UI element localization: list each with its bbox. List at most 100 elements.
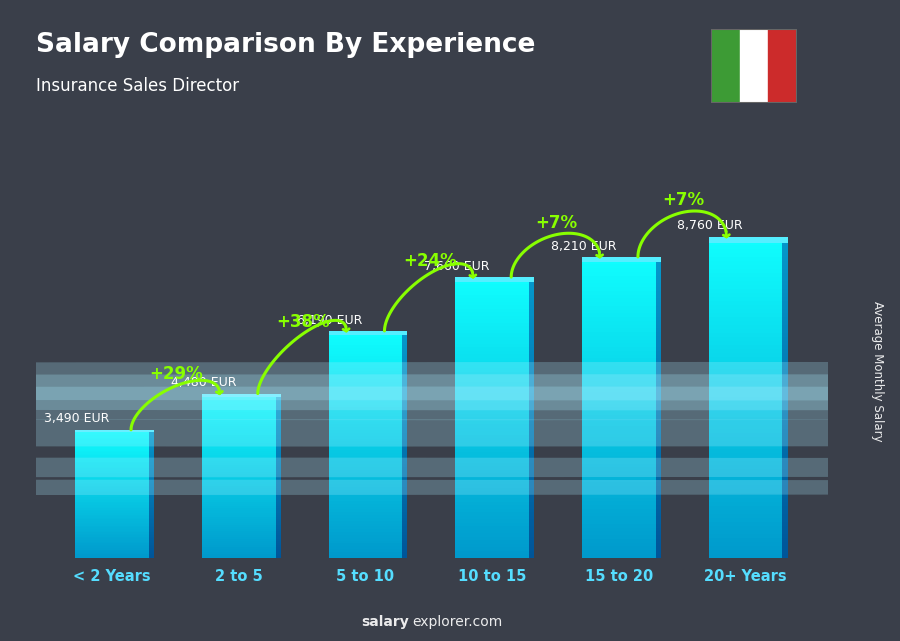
Bar — [76, 446, 148, 447]
Bar — [582, 392, 656, 396]
Bar — [275, 453, 281, 455]
Bar — [275, 457, 281, 459]
Bar — [76, 431, 148, 433]
Bar — [328, 501, 402, 504]
Bar — [656, 385, 661, 388]
Bar — [656, 415, 661, 419]
Bar — [275, 486, 281, 488]
Bar — [275, 474, 281, 476]
Bar — [582, 490, 656, 494]
Bar — [275, 428, 281, 431]
Bar — [455, 337, 529, 340]
Bar — [529, 481, 534, 484]
Bar — [328, 342, 402, 345]
Bar — [656, 422, 661, 426]
Bar — [455, 284, 529, 288]
Bar — [455, 358, 529, 362]
Bar — [76, 499, 148, 500]
Bar — [582, 501, 656, 505]
Bar — [402, 390, 408, 394]
Bar — [202, 519, 275, 520]
Bar — [529, 421, 534, 424]
Bar — [148, 435, 154, 437]
Polygon shape — [0, 362, 900, 401]
Bar — [148, 476, 154, 478]
Bar — [455, 512, 529, 515]
Bar — [202, 435, 275, 437]
Bar — [529, 302, 534, 305]
Bar — [529, 435, 534, 438]
Bar — [76, 484, 148, 486]
Bar — [328, 526, 402, 529]
Bar — [529, 522, 534, 526]
Bar — [275, 463, 281, 465]
Bar — [782, 442, 788, 445]
Bar — [148, 433, 154, 435]
Bar — [782, 381, 788, 385]
Bar — [529, 281, 534, 284]
Bar — [328, 552, 402, 555]
Bar — [455, 277, 534, 282]
Bar — [582, 505, 656, 509]
Bar — [582, 483, 656, 487]
Bar — [76, 476, 148, 478]
Bar — [148, 431, 154, 433]
Bar — [582, 276, 656, 279]
Bar — [782, 293, 788, 297]
Bar — [76, 515, 148, 516]
Bar — [656, 550, 661, 554]
Bar — [328, 462, 402, 464]
Bar — [782, 517, 788, 522]
Bar — [328, 365, 402, 368]
Bar — [529, 326, 534, 329]
Bar — [402, 368, 408, 370]
Bar — [402, 464, 408, 467]
Bar — [202, 459, 275, 462]
Bar — [529, 515, 534, 519]
Bar — [275, 554, 281, 556]
Bar — [709, 433, 782, 437]
Bar — [529, 389, 534, 393]
Bar — [148, 556, 154, 558]
Bar — [709, 237, 788, 242]
Bar — [76, 443, 148, 444]
Bar — [709, 421, 782, 426]
Bar — [656, 404, 661, 407]
Bar — [402, 408, 408, 410]
Bar — [148, 471, 154, 473]
Bar — [782, 437, 788, 442]
Bar — [529, 467, 534, 470]
Bar — [529, 372, 534, 375]
Bar — [656, 328, 661, 332]
Bar — [782, 549, 788, 554]
Bar — [202, 498, 275, 500]
Bar — [782, 269, 788, 273]
Bar — [455, 431, 529, 435]
Bar — [529, 431, 534, 435]
Bar — [656, 291, 661, 294]
Bar — [148, 531, 154, 532]
Bar — [455, 424, 529, 428]
Bar — [782, 257, 788, 261]
Bar — [656, 272, 661, 276]
Bar — [402, 535, 408, 538]
Bar — [275, 541, 281, 544]
Bar — [275, 525, 281, 527]
Bar — [402, 430, 408, 433]
Bar — [76, 550, 148, 551]
Bar — [782, 469, 788, 474]
Bar — [582, 463, 656, 467]
Bar — [529, 312, 534, 315]
Polygon shape — [0, 374, 900, 410]
Bar — [402, 515, 408, 518]
Bar — [275, 435, 281, 437]
Bar — [529, 445, 534, 449]
Bar — [328, 546, 402, 549]
Bar — [656, 419, 661, 422]
Bar — [782, 405, 788, 409]
Bar — [148, 484, 154, 486]
Bar — [455, 470, 529, 474]
Bar — [148, 503, 154, 505]
Bar — [656, 388, 661, 392]
Bar — [402, 450, 408, 453]
